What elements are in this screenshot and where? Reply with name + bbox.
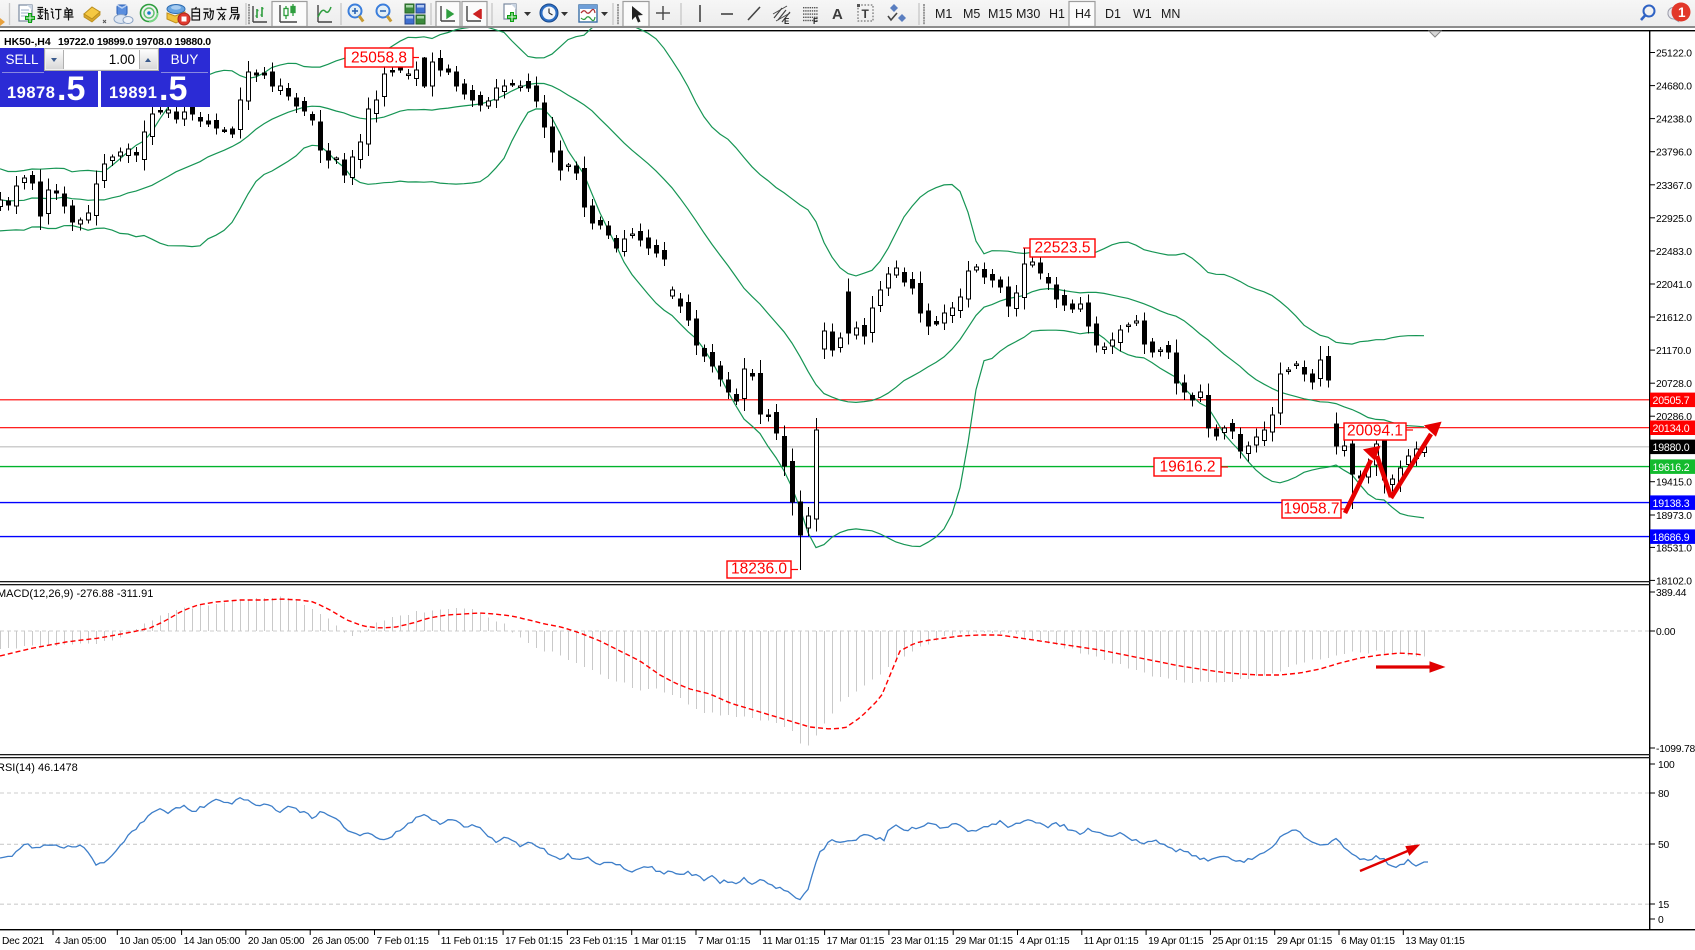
svg-text:6 May 01:15: 6 May 01:15 [1341, 936, 1395, 947]
svg-text:11 Feb 01:15: 11 Feb 01:15 [441, 936, 498, 947]
svg-text:389.44: 389.44 [1656, 588, 1687, 599]
svg-text:A: A [832, 6, 843, 23]
svg-text:23 Feb 01:15: 23 Feb 01:15 [569, 936, 627, 947]
svg-text:H1: H1 [1049, 7, 1065, 21]
svg-text:F: F [813, 17, 818, 26]
svg-text:18531.0: 18531.0 [1656, 543, 1692, 554]
svg-text:19415.0: 19415.0 [1656, 478, 1692, 489]
svg-text:RSI(14) 46.1478: RSI(14) 46.1478 [0, 762, 78, 774]
svg-text:H4: H4 [1075, 7, 1091, 21]
svg-text:15: 15 [1658, 900, 1670, 911]
svg-text:24680.0: 24680.0 [1656, 82, 1692, 93]
svg-text:E: E [784, 17, 790, 26]
svg-text:MACD(12,26,9) -276.88 -311.91: MACD(12,26,9) -276.88 -311.91 [0, 588, 153, 600]
svg-text:22483.0: 22483.0 [1656, 247, 1692, 258]
svg-text:10 Jan 05:00: 10 Jan 05:00 [119, 936, 176, 947]
svg-text:22925.0: 22925.0 [1656, 214, 1692, 225]
svg-text:80: 80 [1658, 789, 1670, 800]
svg-text:17 Feb 01:15: 17 Feb 01:15 [505, 936, 563, 947]
svg-text:D1: D1 [1105, 7, 1121, 21]
svg-text:19880.0: 19880.0 [1653, 442, 1690, 454]
svg-text:20094.1: 20094.1 [1347, 423, 1403, 440]
svg-text:20286.0: 20286.0 [1656, 412, 1692, 423]
svg-text:22523.5: 22523.5 [1034, 240, 1090, 257]
svg-text:19 Apr 01:15: 19 Apr 01:15 [1148, 936, 1204, 947]
svg-text:-1099.78: -1099.78 [1656, 744, 1695, 755]
svg-text:25058.8: 25058.8 [351, 50, 407, 67]
svg-text:11 Apr 01:15: 11 Apr 01:15 [1084, 936, 1139, 947]
svg-text:T: T [862, 7, 870, 21]
svg-text:4 Apr 01:15: 4 Apr 01:15 [1020, 936, 1070, 947]
svg-text:21170.0: 21170.0 [1656, 346, 1692, 357]
svg-text:23796.0: 23796.0 [1656, 148, 1692, 159]
svg-text:19058.7: 19058.7 [1283, 501, 1339, 518]
svg-text:26 Jan 05:00: 26 Jan 05:00 [312, 936, 369, 947]
svg-text:1: 1 [1678, 5, 1686, 20]
svg-text:7 Feb 01:15: 7 Feb 01:15 [377, 936, 430, 947]
svg-text:M5: M5 [963, 7, 980, 21]
svg-text:25 Apr 01:15: 25 Apr 01:15 [1212, 936, 1268, 947]
svg-text:13 May 01:15: 13 May 01:15 [1405, 936, 1465, 947]
svg-text:HK50-,H4: HK50-,H4 [4, 36, 51, 48]
svg-text:24238.0: 24238.0 [1656, 115, 1692, 126]
svg-text:M30: M30 [1016, 7, 1040, 21]
svg-text:M1: M1 [935, 7, 952, 21]
svg-text:11 Mar 01:15: 11 Mar 01:15 [762, 936, 819, 947]
svg-text:50: 50 [1658, 840, 1670, 851]
svg-text:18236.0: 18236.0 [731, 561, 787, 578]
svg-text:19722.0 19899.0 19708.0 19880.: 19722.0 19899.0 19708.0 19880.0 [58, 36, 211, 48]
svg-text:100: 100 [1658, 760, 1675, 771]
svg-text:1 Mar 01:15: 1 Mar 01:15 [634, 936, 687, 947]
svg-text:20 Jan 05:00: 20 Jan 05:00 [248, 936, 305, 947]
svg-text:14 Jan 05:00: 14 Jan 05:00 [184, 936, 241, 947]
svg-text:17 Mar 01:15: 17 Mar 01:15 [827, 936, 885, 947]
svg-text:29 Apr 01:15: 29 Apr 01:15 [1277, 936, 1333, 947]
svg-text:4 Jan 05:00: 4 Jan 05:00 [55, 936, 107, 947]
svg-text:MN: MN [1161, 7, 1180, 21]
svg-text:23367.0: 23367.0 [1656, 181, 1692, 192]
svg-text:20134.0: 20134.0 [1653, 423, 1690, 435]
svg-text:0.00: 0.00 [1656, 627, 1676, 638]
svg-text:0: 0 [1658, 915, 1664, 926]
svg-text:Dec 2021: Dec 2021 [2, 936, 45, 947]
svg-text:20505.7: 20505.7 [1653, 395, 1690, 407]
svg-text:19616.2: 19616.2 [1159, 459, 1215, 476]
svg-text:7 Mar 01:15: 7 Mar 01:15 [698, 936, 751, 947]
svg-text:25122.0: 25122.0 [1656, 49, 1692, 60]
svg-text:W1: W1 [1133, 7, 1152, 21]
svg-text:29 Mar 01:15: 29 Mar 01:15 [955, 936, 1013, 947]
svg-text:18102.0: 18102.0 [1656, 576, 1692, 587]
svg-text:23 Mar 01:15: 23 Mar 01:15 [891, 936, 949, 947]
svg-text:21612.0: 21612.0 [1656, 313, 1692, 324]
svg-text:19138.3: 19138.3 [1653, 498, 1690, 510]
svg-text:18686.9: 18686.9 [1653, 532, 1690, 544]
svg-text:18973.0: 18973.0 [1656, 511, 1692, 522]
svg-text:M15: M15 [988, 7, 1012, 21]
svg-text:22041.0: 22041.0 [1656, 280, 1692, 291]
svg-text:19616.2: 19616.2 [1653, 462, 1690, 474]
svg-text:20728.0: 20728.0 [1656, 379, 1692, 390]
